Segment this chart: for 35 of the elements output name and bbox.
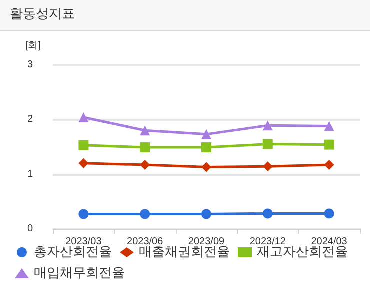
chart-title: 활동성지표 — [0, 0, 370, 31]
point — [78, 112, 89, 122]
point — [140, 126, 150, 136]
legend-label: 매출채권회전율 — [139, 245, 230, 260]
point — [78, 140, 89, 150]
x-tick-label: 2023/09 — [188, 236, 226, 248]
y-tick-label: 3 — [27, 60, 34, 70]
point — [324, 208, 334, 219]
y-tick-label: 1 — [27, 168, 34, 180]
x-tick-label: 2023/06 — [127, 236, 164, 248]
point — [324, 121, 334, 132]
point — [202, 162, 212, 172]
point — [78, 158, 89, 168]
point — [324, 160, 334, 170]
point — [140, 142, 150, 153]
point — [202, 142, 212, 153]
y-axis-title: [회] — [25, 40, 42, 52]
point — [202, 129, 212, 140]
legend-label: 재고자산회전율 — [257, 245, 348, 260]
x-tick-label: 2024/03 — [311, 236, 348, 248]
point — [262, 208, 273, 219]
y-tick-label: 0 — [27, 224, 34, 234]
x-tick-label: 2023/03 — [66, 236, 102, 248]
point — [262, 139, 273, 150]
point — [262, 162, 273, 172]
point — [140, 160, 150, 170]
point — [202, 209, 212, 220]
point — [324, 140, 334, 150]
legend-label: 총자산회전율 — [34, 245, 112, 260]
y-tick-label: 2 — [27, 114, 34, 126]
point — [140, 209, 150, 220]
point — [262, 120, 273, 131]
point — [78, 209, 89, 220]
legend-label: 매입채무회전율 — [34, 266, 125, 281]
x-tick-label: 2023/12 — [250, 236, 286, 248]
